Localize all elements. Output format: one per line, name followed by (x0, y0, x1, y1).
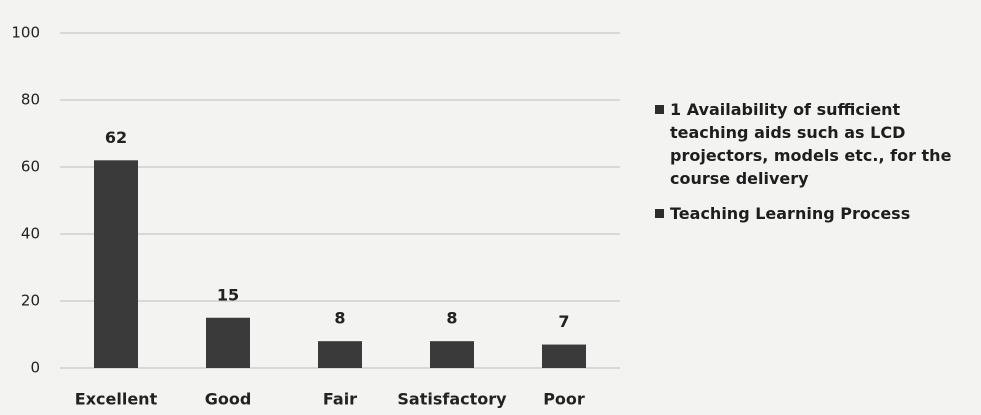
data-label: 8 (446, 309, 457, 328)
y-tick-label: 80 (21, 91, 40, 109)
y-tick-label: 40 (21, 225, 40, 243)
bar (430, 341, 474, 368)
y-tick-label: 100 (11, 24, 40, 42)
plot: 0 20 40 60 80 100 Excellent 62 Good 15 Fair 8 Satisf… (11, 24, 620, 409)
bar (94, 160, 138, 368)
legend-item: 1 Availability of sufficient teaching ai… (655, 98, 975, 190)
legend-swatch (655, 105, 664, 114)
x-tick-label: Poor (543, 390, 585, 409)
legend-item: Teaching Learning Process (655, 202, 975, 225)
data-label: 7 (558, 312, 569, 331)
y-tick-label: 60 (21, 158, 40, 176)
bar (318, 341, 362, 368)
x-tick-label: Fair (323, 390, 357, 409)
data-label: 15 (217, 285, 239, 304)
x-tick-label: Satisfactory (397, 390, 507, 409)
legend-label: 1 Availability of sufficient teaching ai… (670, 100, 952, 188)
y-tick-label: 20 (21, 292, 40, 310)
x-tick-label: Excellent (75, 390, 158, 409)
data-label: 8 (334, 309, 345, 328)
bar (206, 317, 250, 368)
legend-swatch (655, 209, 664, 218)
legend: 1 Availability of sufficient teaching ai… (655, 98, 975, 237)
data-label: 62 (105, 128, 127, 147)
legend-label: Teaching Learning Process (670, 204, 911, 223)
bar (542, 344, 586, 368)
y-tick-label: 0 (30, 359, 40, 377)
x-tick-label: Good (205, 390, 252, 409)
